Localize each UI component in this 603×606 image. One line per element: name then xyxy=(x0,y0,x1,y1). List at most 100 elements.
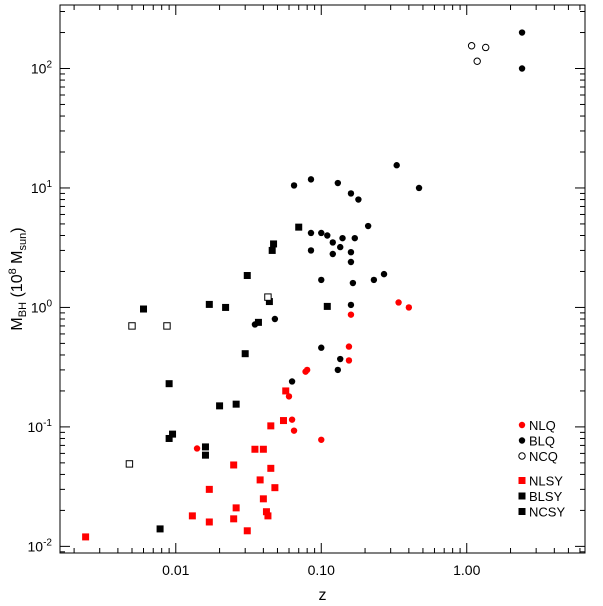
data-point xyxy=(267,464,275,472)
data-point xyxy=(307,247,315,254)
data-point xyxy=(324,232,331,239)
data-point xyxy=(205,485,213,493)
data-point xyxy=(380,270,388,278)
legend-item: NLQ xyxy=(518,418,556,433)
data-point xyxy=(481,43,490,52)
legend-marker xyxy=(518,421,526,429)
series-blsy xyxy=(140,223,331,533)
x-tick-labels: 0.01 0.10 1.00 xyxy=(162,562,480,578)
data-point xyxy=(337,243,344,251)
data-point xyxy=(307,229,315,237)
data-point xyxy=(232,504,240,512)
data-point xyxy=(285,393,293,400)
data-point xyxy=(318,344,325,351)
data-point xyxy=(307,176,315,183)
data-point xyxy=(288,416,296,423)
data-point xyxy=(188,512,196,520)
data-point xyxy=(345,357,353,364)
y-tick-label: 101 xyxy=(31,179,53,196)
data-point xyxy=(329,250,336,258)
data-point xyxy=(125,460,134,468)
data-point xyxy=(302,368,309,375)
data-point xyxy=(165,380,173,388)
data-point xyxy=(140,305,148,313)
data-point xyxy=(395,299,402,306)
data-point xyxy=(345,343,353,350)
data-point xyxy=(295,223,303,231)
data-point xyxy=(339,234,346,242)
data-point xyxy=(337,355,344,363)
data-point xyxy=(393,162,400,169)
data-point xyxy=(518,29,526,36)
data-point xyxy=(279,417,287,425)
data-point xyxy=(347,258,355,266)
data-point xyxy=(473,57,481,65)
data-point xyxy=(82,533,90,541)
legend-marker xyxy=(518,437,526,444)
data-point xyxy=(205,300,213,308)
data-point xyxy=(467,42,476,50)
x-tick-label: 1.00 xyxy=(453,562,480,578)
legend-label: NCSY xyxy=(529,505,565,520)
data-point xyxy=(351,234,358,242)
data-point xyxy=(347,248,355,256)
x-tick-label: 0.01 xyxy=(162,562,189,578)
data-point xyxy=(201,451,209,459)
data-point xyxy=(355,196,362,203)
data-point xyxy=(128,322,136,330)
series-ncq xyxy=(467,42,490,65)
data-point xyxy=(165,434,173,442)
x-tick-label: 0.10 xyxy=(308,562,335,578)
data-point xyxy=(254,318,262,326)
data-point xyxy=(318,229,325,237)
data-point xyxy=(267,422,275,430)
data-point xyxy=(259,445,267,453)
data-point xyxy=(264,293,272,301)
data-point xyxy=(271,315,279,323)
data-point xyxy=(290,182,298,189)
data-point xyxy=(370,276,378,284)
legend-marker xyxy=(518,492,526,500)
data-point xyxy=(216,402,224,410)
data-point xyxy=(323,302,331,310)
y-tick-labels: 10-2 10-1 100 101 102 xyxy=(28,59,53,554)
data-point xyxy=(329,239,336,246)
legend-label: NLSY xyxy=(529,474,563,489)
legend-marker xyxy=(518,452,526,460)
series-nlq xyxy=(193,299,413,452)
data-point xyxy=(405,304,413,311)
data-point xyxy=(290,427,298,434)
data-point xyxy=(347,301,355,309)
legend-label: NCQ xyxy=(529,449,558,464)
data-point xyxy=(169,430,177,438)
legend-marker xyxy=(518,508,526,515)
data-point xyxy=(243,527,251,535)
data-point xyxy=(256,476,264,484)
series-ncsy xyxy=(125,293,272,468)
legend-item: NCQ xyxy=(518,449,558,464)
legend-label: BLSY xyxy=(529,489,563,504)
data-point xyxy=(251,445,259,453)
data-point xyxy=(156,525,164,533)
data-points xyxy=(82,29,526,541)
legend-label: BLQ xyxy=(529,434,555,449)
data-point xyxy=(193,445,201,452)
legend-marker xyxy=(518,477,526,484)
data-point xyxy=(232,400,240,408)
plot-frame xyxy=(59,4,586,554)
data-point xyxy=(259,495,267,503)
data-point xyxy=(230,515,238,523)
y-axis-title: MBH (108 Msun) xyxy=(7,227,29,330)
data-point xyxy=(334,179,342,187)
legend-label: NLQ xyxy=(529,418,556,433)
y-tick-label: 100 xyxy=(31,298,53,315)
data-point xyxy=(222,303,230,311)
data-point xyxy=(518,65,526,72)
legend-item: NLSY xyxy=(518,474,563,489)
x-axis-title: z xyxy=(319,587,327,604)
data-point xyxy=(262,508,270,516)
data-point xyxy=(265,298,273,306)
data-point xyxy=(264,512,272,520)
